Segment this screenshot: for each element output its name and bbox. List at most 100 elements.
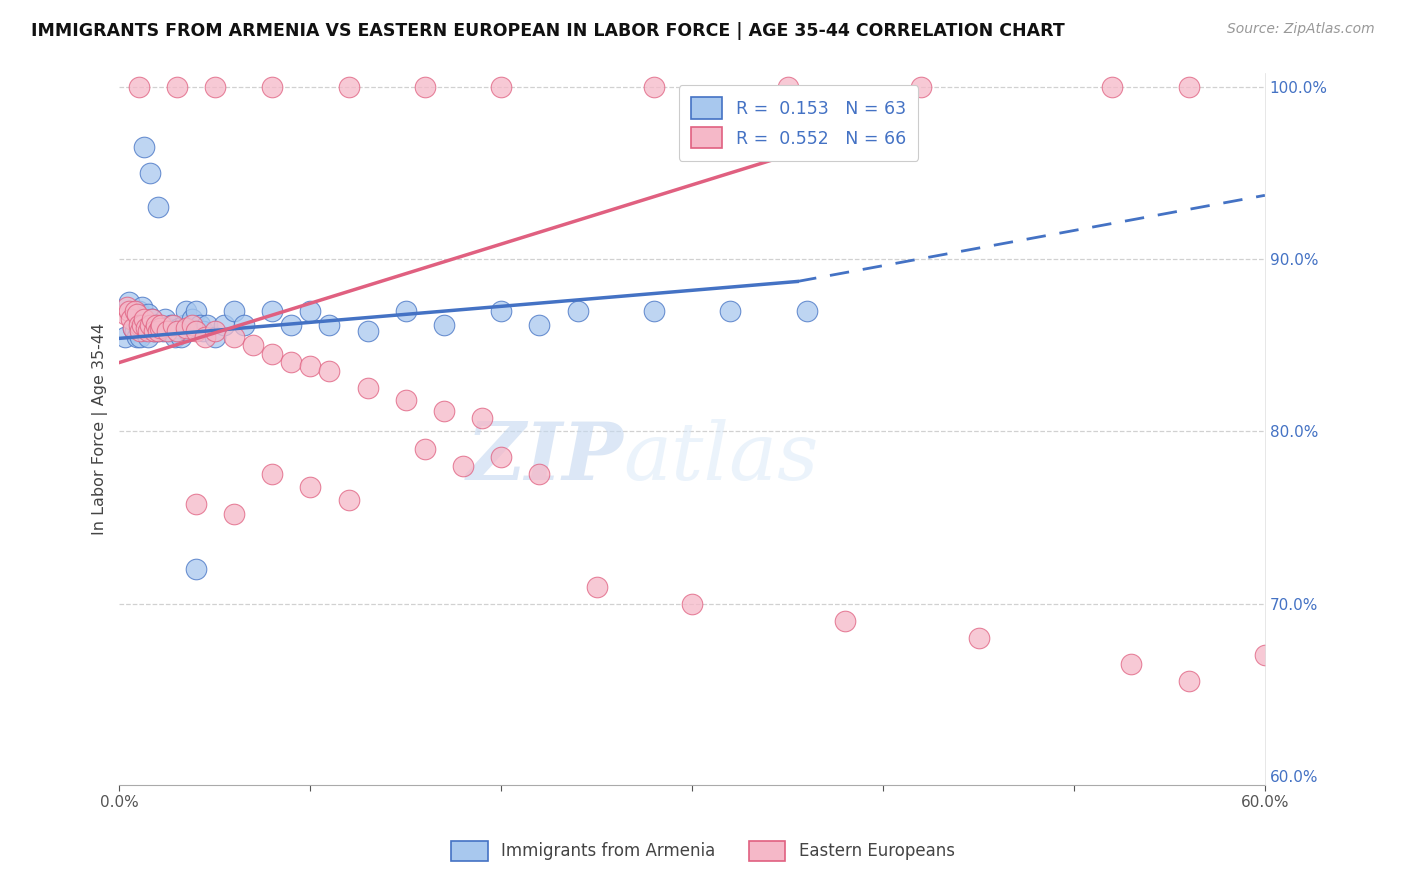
Point (134, 325, 156, 339)
Point (193, 325, 215, 339)
Point (184, 562, 207, 576)
Text: Source: ZipAtlas.com: Source: ZipAtlas.com (1227, 22, 1375, 37)
Point (142, 325, 165, 339)
Point (643, 303, 665, 318)
Point (214, 318, 236, 332)
Point (128, 303, 150, 318)
Point (681, 597, 703, 611)
Point (1177, 79, 1199, 94)
Point (162, 318, 184, 332)
Point (471, 410, 494, 425)
Point (262, 303, 284, 318)
Point (128, 321, 150, 335)
Point (174, 321, 197, 335)
Point (141, 312, 163, 326)
Point (114, 329, 136, 343)
Point (125, 307, 148, 321)
Point (1177, 674, 1199, 689)
Point (124, 325, 146, 339)
Point (491, 79, 513, 94)
Point (204, 329, 226, 343)
Point (146, 325, 169, 339)
Point (150, 318, 173, 332)
Point (135, 321, 157, 335)
Point (1121, 657, 1143, 671)
Point (796, 303, 818, 318)
Point (262, 347, 284, 361)
Point (163, 329, 186, 343)
Point (155, 312, 177, 326)
Point (142, 325, 165, 339)
Point (124, 303, 146, 318)
Point (136, 329, 159, 343)
Point (181, 318, 204, 332)
Point (280, 355, 302, 369)
Text: atlas: atlas (623, 418, 818, 496)
Point (131, 301, 153, 315)
Point (129, 307, 152, 321)
Point (115, 301, 138, 315)
Point (156, 325, 179, 339)
Legend: Immigrants from Armenia, Eastern Europeans: Immigrants from Armenia, Eastern Europea… (444, 834, 962, 868)
Point (173, 318, 195, 332)
Point (120, 312, 142, 326)
Point (141, 312, 163, 326)
Point (157, 325, 180, 339)
Point (834, 614, 856, 628)
Point (585, 580, 607, 594)
Point (356, 381, 378, 395)
Point (134, 140, 156, 154)
Point (299, 479, 322, 493)
Point (125, 312, 148, 326)
Point (145, 318, 167, 332)
Point (222, 507, 245, 521)
Point (125, 329, 148, 343)
Point (204, 325, 226, 339)
Point (718, 303, 741, 318)
Point (118, 295, 141, 310)
Point (262, 467, 284, 482)
Point (195, 318, 218, 332)
Point (150, 318, 173, 332)
Point (121, 321, 143, 335)
Point (114, 307, 136, 321)
Point (280, 318, 302, 332)
Text: ZIP: ZIP (467, 418, 623, 496)
Point (156, 321, 179, 335)
Point (395, 303, 418, 318)
Point (967, 631, 990, 645)
Point (299, 359, 322, 373)
Point (145, 318, 167, 332)
Point (131, 318, 153, 332)
Point (491, 303, 513, 318)
Point (318, 318, 340, 332)
Point (356, 325, 378, 339)
Point (129, 329, 152, 343)
Point (318, 364, 340, 378)
Point (131, 321, 153, 335)
Point (129, 325, 152, 339)
Point (188, 318, 211, 332)
Point (167, 321, 190, 335)
Point (433, 403, 456, 417)
Point (491, 450, 513, 465)
Point (136, 307, 159, 321)
Point (232, 318, 254, 332)
Point (222, 303, 245, 318)
Point (1254, 648, 1277, 663)
Y-axis label: In Labor Force | Age 35-44: In Labor Force | Age 35-44 (93, 323, 108, 535)
Point (135, 318, 157, 332)
Point (529, 467, 551, 482)
Point (166, 79, 188, 94)
Point (139, 166, 162, 180)
Point (242, 338, 264, 352)
Point (776, 79, 799, 94)
Point (152, 325, 174, 339)
Point (643, 79, 665, 94)
Point (204, 79, 226, 94)
Point (166, 325, 188, 339)
Point (262, 79, 284, 94)
Point (148, 321, 170, 335)
Point (148, 321, 170, 335)
Point (169, 329, 191, 343)
